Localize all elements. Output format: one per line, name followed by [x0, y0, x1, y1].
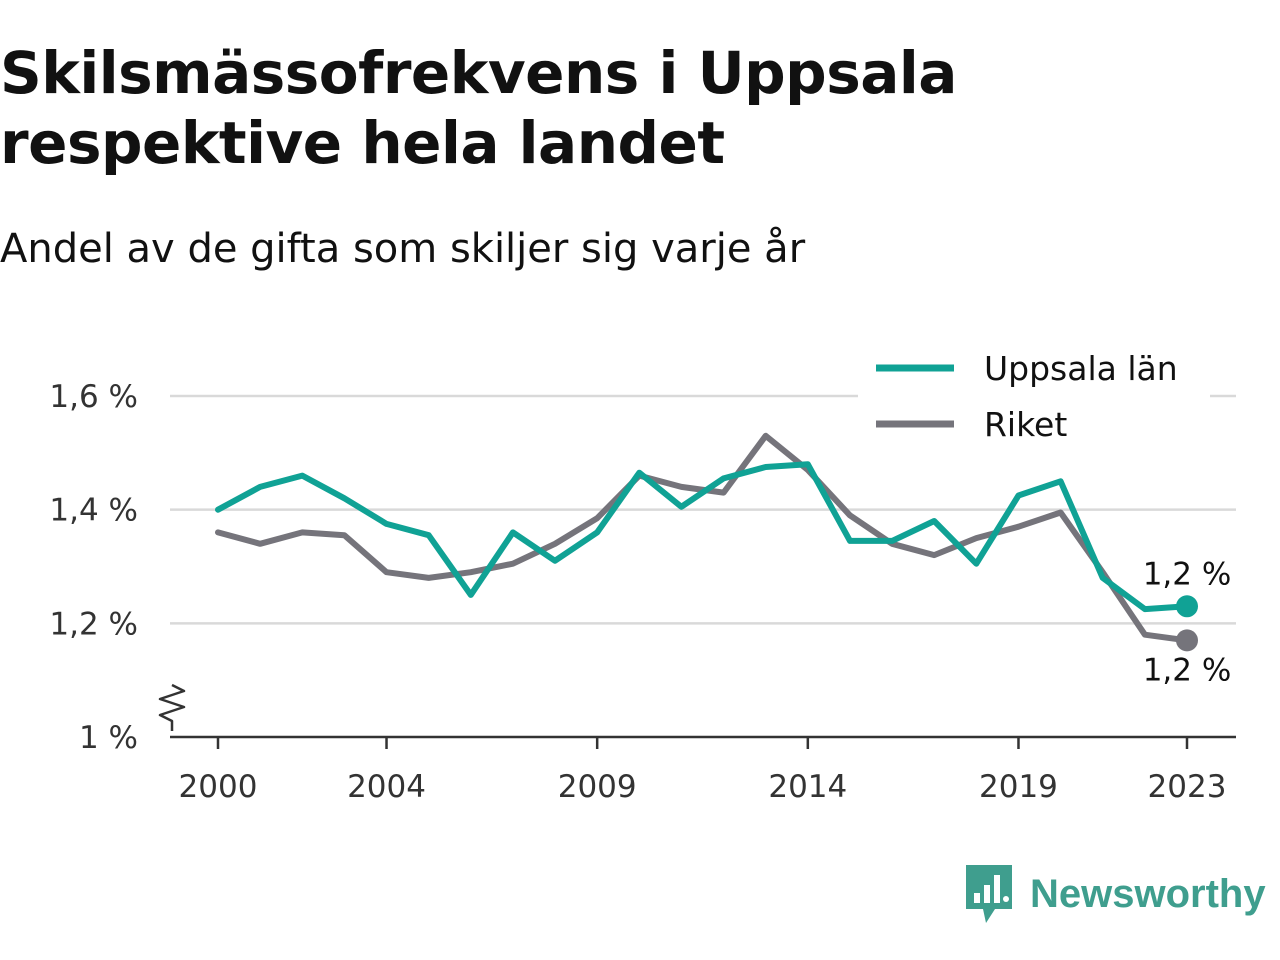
- y-tick-label: 1,2 %: [49, 606, 138, 642]
- x-tick-label: 2000: [179, 769, 258, 805]
- chart-subtitle: Andel av de gifta som skiljer sig varje …: [0, 226, 806, 272]
- legend-label: Uppsala län: [984, 349, 1178, 388]
- y-tick-label: 1,4 %: [49, 493, 138, 529]
- end-point-uppsala: [1176, 595, 1198, 618]
- axes: 1 % 1,2 % 1,4 % 1,6 % 2000 2004 2009 2014 2019 20…: [49, 379, 1236, 805]
- legend: Uppsala län Riket: [858, 340, 1210, 452]
- x-tick-label: 2009: [558, 769, 637, 805]
- brand: Newsworthy: [964, 862, 1266, 926]
- end-point-riket: [1176, 629, 1198, 652]
- series-line-uppsala: [215, 461, 1190, 613]
- y-tick-label: 1,6 %: [49, 379, 138, 415]
- legend-label: Riket: [984, 405, 1067, 444]
- x-tick-label: 2004: [347, 769, 426, 805]
- series-line-riket: [215, 432, 1190, 644]
- brand-name: Newsworthy: [1030, 871, 1266, 916]
- labels: 1,2 % 1,2 %: [1143, 556, 1232, 688]
- chart-title: Skilsmässofrekvens i Uppsala respektive …: [0, 39, 957, 177]
- legend-background: [858, 340, 1210, 452]
- end-label-riket: 1,2 %: [1143, 652, 1232, 688]
- axis-break-icon: [158, 683, 186, 731]
- y-tick-label: 1 %: [79, 720, 138, 756]
- x-tick-label: 2014: [768, 769, 847, 805]
- x-tick-label: 2019: [979, 769, 1058, 805]
- series-lines: [215, 432, 1198, 652]
- end-label-uppsala: 1,2 %: [1143, 556, 1232, 592]
- x-tick-label: 2023: [1148, 769, 1227, 805]
- newsworthy-logo-icon: [966, 865, 1012, 923]
